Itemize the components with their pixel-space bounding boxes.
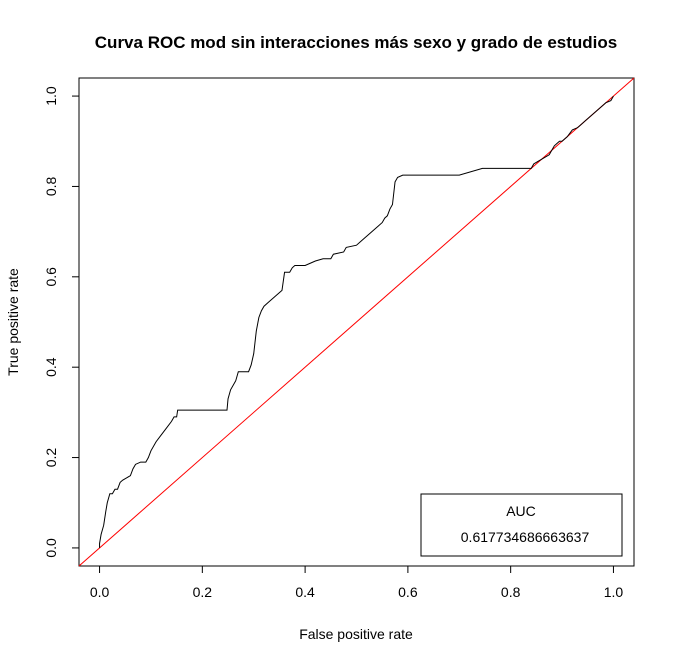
plot-marks — [78, 77, 635, 567]
y-tick-label: 0.0 — [43, 538, 59, 558]
legend-auc-value: 0.617734686663637 — [461, 529, 590, 545]
y-tick-label: 1.0 — [43, 86, 59, 106]
x-tick-label: 0.2 — [193, 584, 213, 600]
legend-box — [420, 493, 623, 557]
x-tick-label: 0.4 — [295, 584, 315, 600]
y-axis-label: True positive rate — [5, 268, 21, 376]
x-axis: 0.0 0.2 0.4 0.6 0.8 1.0 — [90, 565, 624, 600]
y-tick-label: 0.8 — [43, 177, 59, 197]
chart-title: Curva ROC mod sin interacciones más sexo… — [95, 33, 617, 52]
y-tick-label: 0.6 — [43, 267, 59, 287]
y-tick-label: 0.2 — [43, 448, 59, 468]
x-tick-label: 1.0 — [604, 584, 624, 600]
legend-title: AUC — [506, 503, 536, 519]
x-axis-label: False positive rate — [299, 626, 413, 642]
x-tick-label: 0.6 — [398, 584, 418, 600]
legend: AUC 0.617734686663637 — [420, 493, 623, 557]
y-tick-label: 0.4 — [43, 357, 59, 377]
roc-curve-line — [99, 95, 614, 548]
x-tick-label: 0.0 — [90, 584, 110, 600]
y-axis: 0.0 0.2 0.4 0.6 0.8 1.0 — [43, 86, 79, 558]
x-tick-label: 0.8 — [501, 584, 521, 600]
